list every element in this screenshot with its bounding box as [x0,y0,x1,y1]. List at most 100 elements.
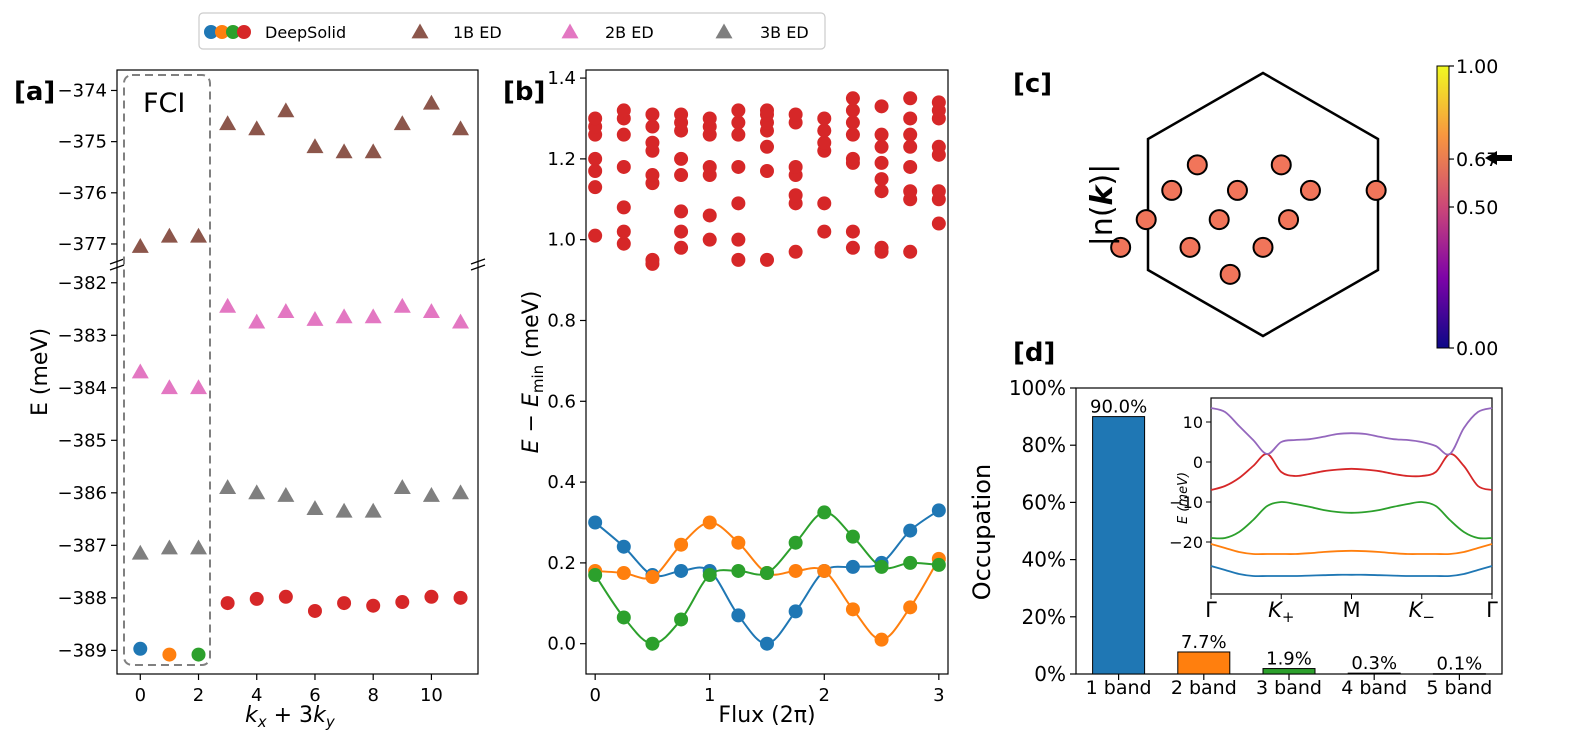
point-deepsolid [307,603,322,618]
point-3b-ed [422,486,440,502]
colorbar-tick-label: 1.00 [1456,56,1498,78]
point-red-state [674,151,689,166]
point-red-state [588,151,603,166]
panel-a-ytick-label: −386 [58,483,107,504]
point-red-state [674,224,689,239]
point-red-state [931,184,946,199]
point-red-state [760,103,774,118]
panel-b-ytick-label: 0.2 [547,553,576,574]
legend-box [198,12,826,50]
point-red-state [874,172,889,187]
point-blue [788,604,803,619]
colorbar-arrow-shaft [1496,155,1512,161]
point-red-state [616,127,631,142]
inset-xtick-label: K− [1409,598,1435,626]
point-green [931,557,946,572]
point-red-state [817,196,832,211]
point-3b-ed [248,484,266,500]
panel-d-xtick-label: 4 band [1341,677,1407,699]
inset-ytick-label: −20 [1169,533,1203,552]
legend-marker-deepsolid-1 [215,25,229,39]
point-orange [702,515,717,530]
point-green [903,555,918,570]
point-red-state [645,168,660,183]
point-1b-ed [219,115,237,131]
point-red-state [731,196,746,211]
bar-value-label: 0.1% [1437,654,1483,675]
point-1b-ed [364,143,382,159]
ylabel-post: )| [1085,164,1120,186]
point-blue [903,523,918,538]
point-green [616,610,631,625]
point-deepsolid [249,591,264,606]
point-red-state [674,107,689,122]
ylabel-unit: (meV) [519,291,544,365]
xlabel-plus-3: + 3 [267,703,313,728]
point-red-state [702,111,717,126]
xlabel-sub-y: y [325,713,336,731]
inset-ylabel: E (meV) [1176,472,1191,524]
panel-d-xtick-label: 3 band [1256,677,1322,699]
point-red-state [874,240,889,255]
point-red-state [817,111,832,126]
panel-a-ytick-label: −384 [58,378,107,399]
legend-marker-3b-ed [715,23,733,39]
point-2b-ed [219,297,237,313]
k-point [1186,154,1208,176]
ylabel-sub: min [529,365,547,393]
panel-a-ticks: 0 2 4 6 8 10 −374 −375 −376 −377 −382 −383 −384 −385 −… [58,80,443,706]
point-red-state [845,103,860,118]
k-point [1278,209,1300,231]
inset-xtick-label: Γ [1205,598,1217,622]
point-orange [874,632,889,647]
point-red-state [760,252,774,267]
point-2b-ed [393,297,411,313]
panel-c-ylabel: |n(k)| [1085,164,1120,247]
panel-c-points [1110,154,1387,285]
point-1b-ed [335,143,353,159]
point-red-state [731,159,746,174]
panel-a-xtick-label: 2 [193,685,204,706]
point-red-state [588,111,603,126]
inset-xtick-label: M [1342,598,1360,622]
point-red-state [903,127,918,142]
point-deepsolid [191,647,206,662]
panel-d-label: [d] [1013,338,1055,368]
point-2b-ed [277,303,295,319]
point-deepsolid [337,596,352,611]
legend-marker-1b-ed [411,23,429,39]
inset-ytick-label: 0 [1193,453,1203,472]
panel-c: [c] |n(k)| 0.00 0.50 0.67 1.00 [1013,56,1512,360]
point-red-state [903,184,918,199]
bar-value-label: 7.7% [1181,632,1227,653]
point-red-state [845,240,860,255]
point-red-state [788,107,803,122]
k-point [1365,179,1387,201]
point-blue [674,563,689,578]
panel-a-ytick-label: −382 [58,273,107,294]
panel-b-xtick-label: 0 [589,685,600,706]
point-red-state [845,115,860,130]
point-red-state [702,208,717,223]
bar-1-band [1092,416,1146,675]
point-red-state [645,107,660,122]
panel-d-ytick-label: 80% [1022,433,1066,457]
panel-d-ylabel: Occupation [968,464,996,600]
point-2b-ed [248,313,266,329]
colorbar-tick-label: 0.50 [1456,197,1498,219]
point-red-state [616,200,631,215]
panel-a-label: [a] [14,77,55,107]
xlabel-k1: k [245,703,259,728]
panel-d-xtick-label: 1 band [1086,677,1152,699]
panel-b-frame [585,69,949,675]
panel-a-ytick-label: −388 [58,588,107,609]
panel-b-ticks: 0 1 2 3 0.0 0.2 0.4 0.6 0.8 1.0 1.2 1.4 [547,68,944,706]
point-1b-ed [277,102,295,118]
panel-b-xtick-label: 3 [933,685,944,706]
point-green [702,568,717,583]
point-2b-ed [422,303,440,319]
point-orange [616,565,631,580]
k-point [1270,154,1292,176]
panel-b-xlabel: Flux (2π) [718,703,815,728]
inset-ytick-label: 10 [1183,413,1203,432]
